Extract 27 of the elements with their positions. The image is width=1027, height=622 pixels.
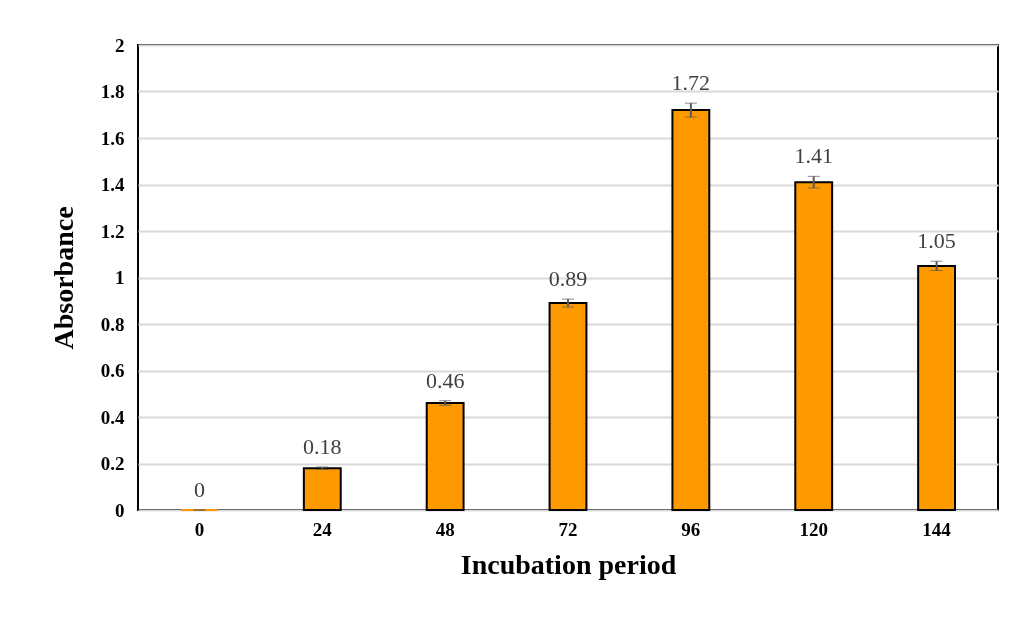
y-tick-label: 1.8 <box>100 81 125 102</box>
x-tick-label: 120 <box>799 518 828 540</box>
x-tick-label: 144 <box>922 518 952 540</box>
y-tick-label: 0 <box>115 499 125 521</box>
x-tick-label: 48 <box>435 518 455 540</box>
y-axis-title: Absorbance <box>47 206 79 350</box>
data-label: 0.89 <box>548 266 588 292</box>
data-label: 1.72 <box>671 70 711 96</box>
y-tick-label: 0.4 <box>100 406 125 428</box>
y-tick-label: 1 <box>115 267 125 288</box>
y-tick-label: 0.6 <box>100 360 125 381</box>
data-label: 1.05 <box>917 228 956 254</box>
y-tick-label: 1.6 <box>100 127 125 149</box>
data-label: 1.41 <box>794 143 833 169</box>
y-tick-label: 2 <box>115 34 125 56</box>
x-axis-title: Incubation period <box>460 548 677 580</box>
x-tick-label: 24 <box>312 518 333 540</box>
y-tick-label: 1.4 <box>100 174 125 195</box>
data-label: 0 <box>193 477 205 502</box>
y-tick-label: 0.8 <box>100 313 125 335</box>
data-label: 0.18 <box>303 433 342 459</box>
x-tick-label: 72 <box>558 518 578 540</box>
x-tick-label: 96 <box>681 518 701 540</box>
data-label: 0.46 <box>425 367 465 393</box>
y-tick-label: 1.2 <box>100 220 125 242</box>
y-tick-label: 0.2 <box>100 453 125 474</box>
x-tick-label: 0 <box>194 518 205 540</box>
